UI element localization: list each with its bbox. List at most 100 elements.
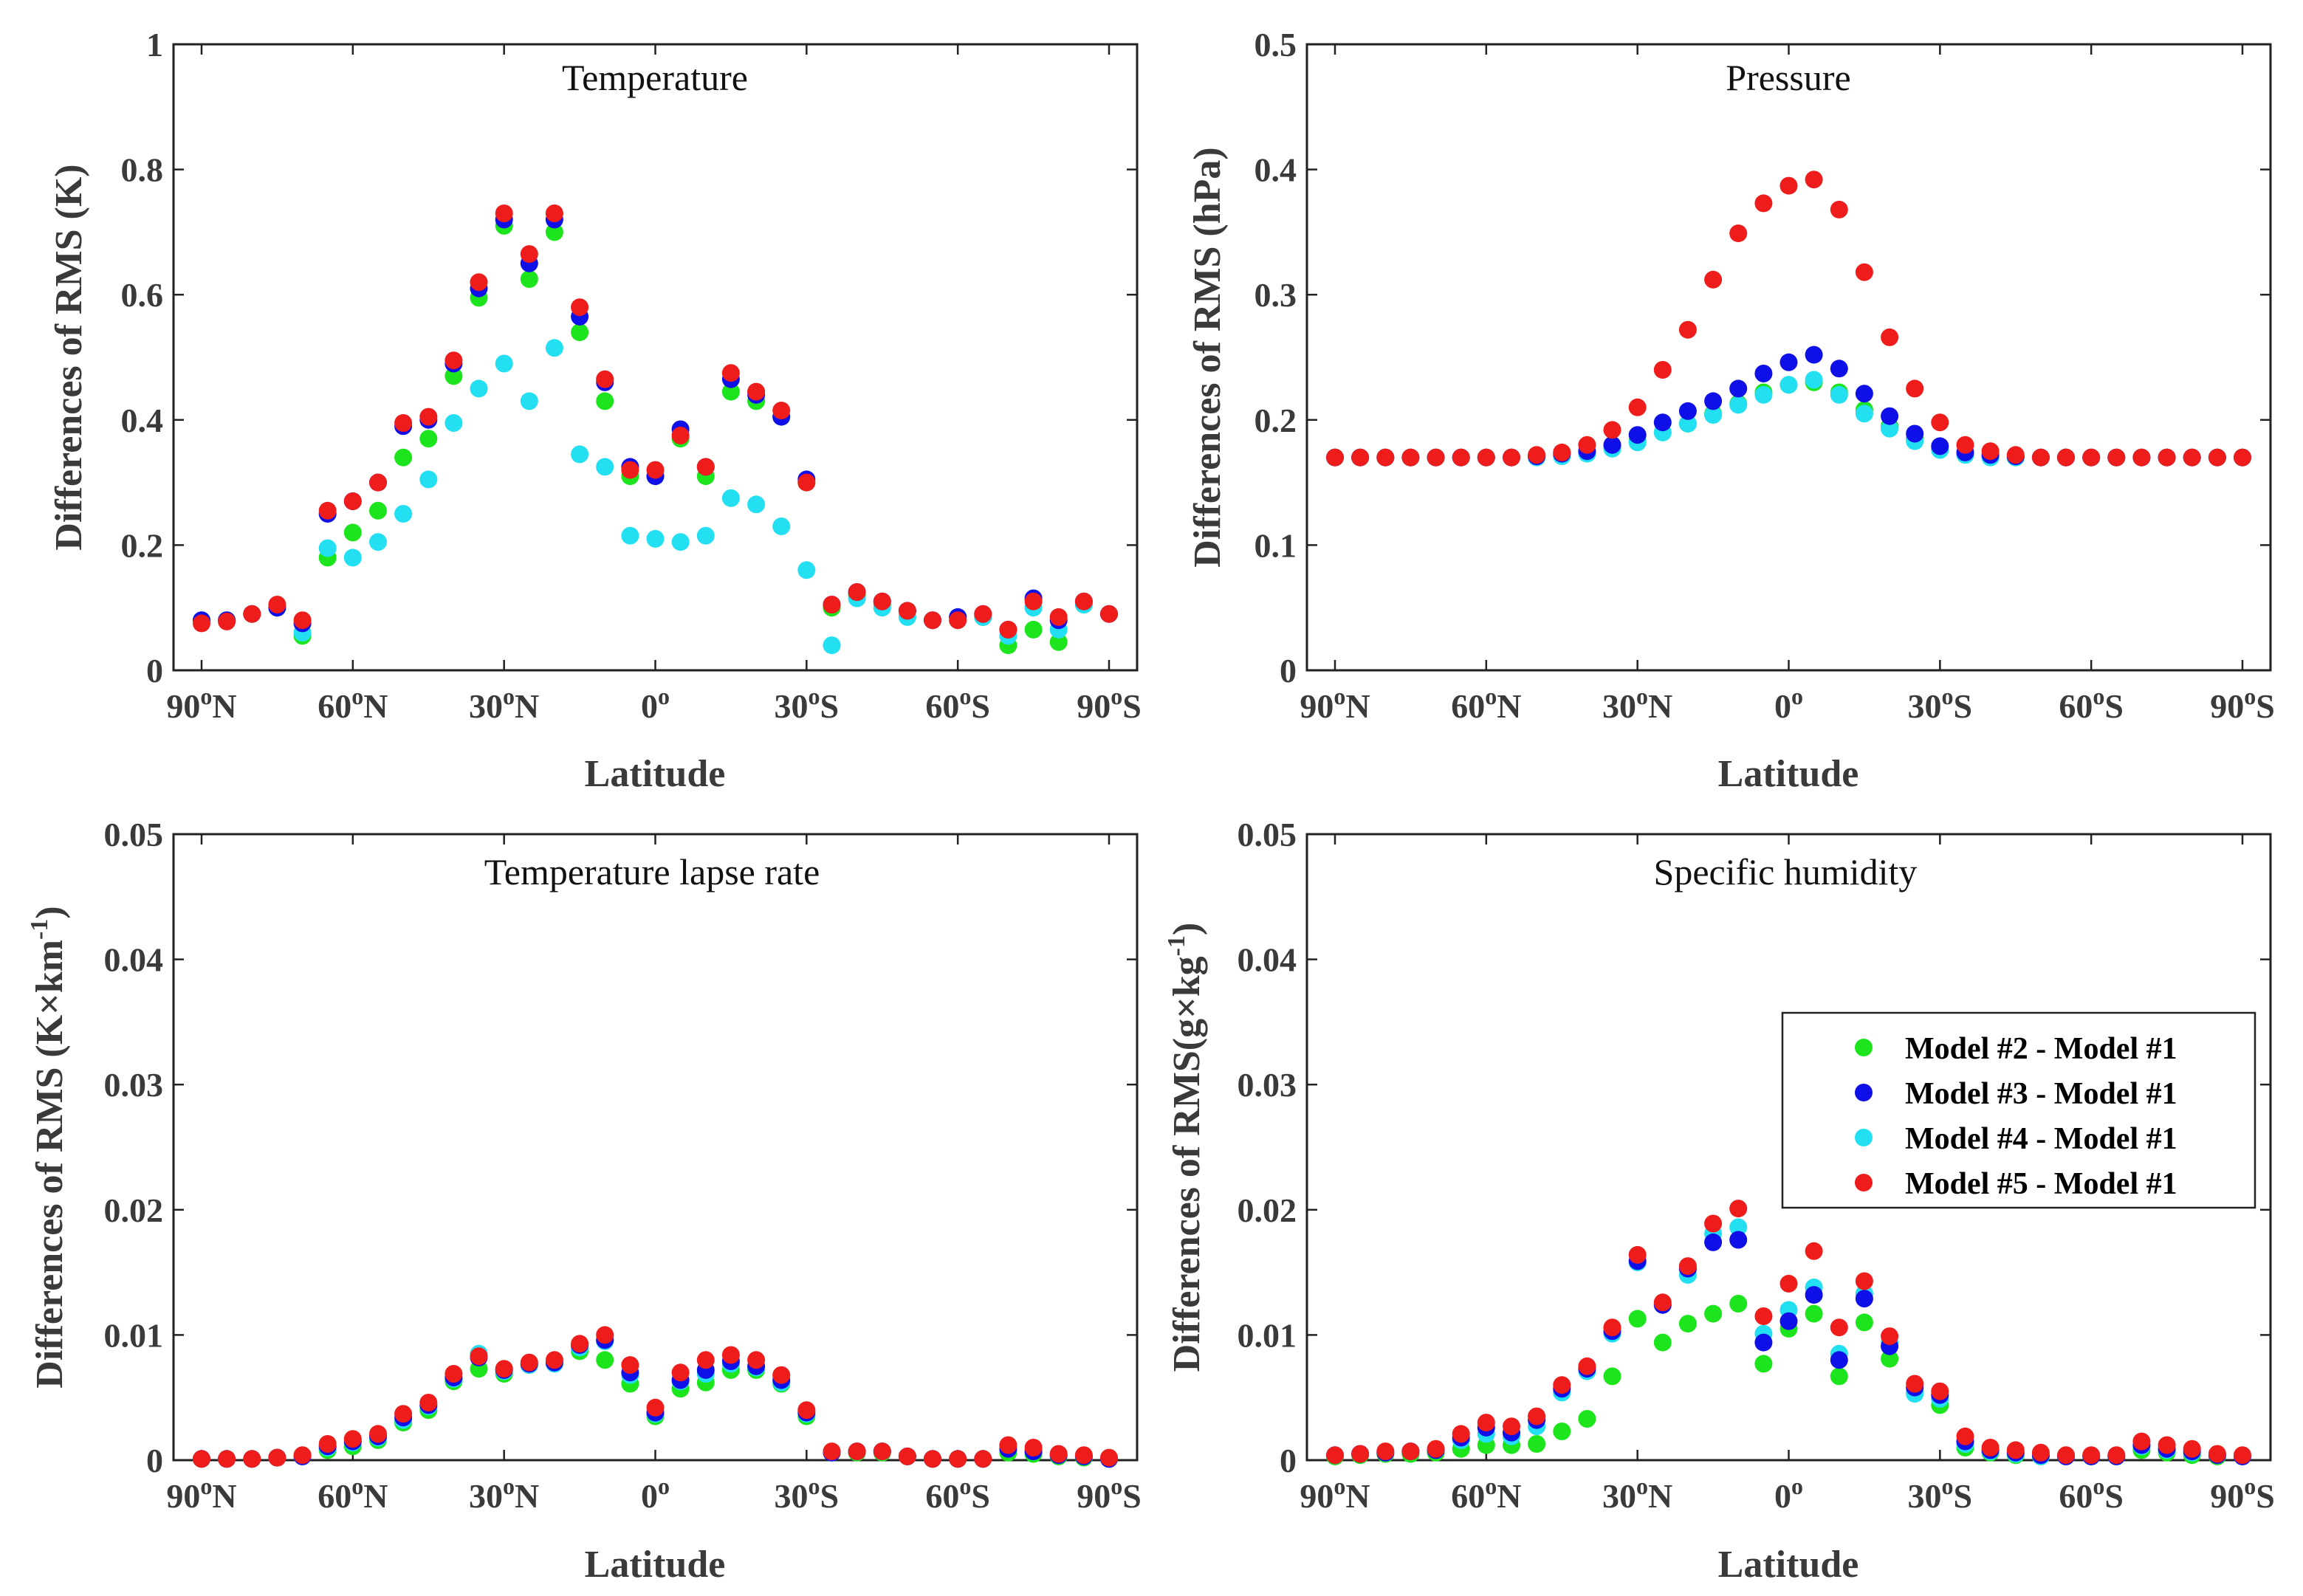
legend: Model #2 - Model #1 Model #3 - Model #1 … xyxy=(1781,1011,2256,1209)
panel-temperature: Temperature Latitude Differences of RMS … xyxy=(48,26,1142,795)
x-tick-degree-mark: o xyxy=(1791,1473,1803,1499)
x-tick-label: 30oS xyxy=(775,683,840,725)
x-tick-label: 90oN xyxy=(1300,1473,1370,1515)
data-point-model5 xyxy=(1326,1446,1344,1465)
data-point-model5 xyxy=(218,612,236,630)
data-point-model5 xyxy=(369,473,387,492)
data-point-model3 xyxy=(1830,1351,1848,1369)
data-point-model5 xyxy=(721,364,740,382)
data-point-model5 xyxy=(949,1450,967,1468)
data-point-model5 xyxy=(1931,413,1949,432)
data-point-model2 xyxy=(596,392,614,410)
data-point-model3 xyxy=(1729,1231,1748,1249)
x-tick-degrees: 90 xyxy=(1300,687,1334,725)
x-tick-label: 30oN xyxy=(1602,683,1672,725)
x-tick-degrees: 30 xyxy=(1602,687,1636,725)
data-point-model3 xyxy=(1855,385,1873,403)
x-tick-hemisphere: N xyxy=(1497,687,1521,725)
data-point-model5 xyxy=(343,1430,362,1448)
data-point-model2 xyxy=(1628,1310,1647,1328)
data-point-model5 xyxy=(1805,171,1823,189)
x-tick-degrees: 30 xyxy=(1908,687,1942,725)
x-tick-degree-mark: o xyxy=(1334,683,1345,709)
data-point-model5 xyxy=(545,1351,563,1369)
data-point-model5 xyxy=(1704,270,1723,289)
x-tick-label: 60oS xyxy=(925,683,990,725)
data-point-model5 xyxy=(621,461,639,479)
data-point-model5 xyxy=(293,611,312,630)
data-point-model5 xyxy=(1477,448,1495,467)
x-tick-hemisphere: N xyxy=(1345,687,1370,725)
x-tick-hemisphere: S xyxy=(820,687,840,725)
data-point-model5 xyxy=(445,351,463,370)
x-tick-degree-mark: o xyxy=(959,683,971,709)
data-point-model5 xyxy=(1881,328,1899,346)
x-tick-label: 60oS xyxy=(2059,683,2124,725)
data-point-model3 xyxy=(1805,1286,1823,1304)
legend-marker-model4 xyxy=(1855,1129,1873,1146)
data-point-model5 xyxy=(2234,448,2251,467)
y-tick-label: 0.01 xyxy=(104,1316,164,1354)
x-tick-hemisphere: N xyxy=(515,687,539,725)
x-tick-label: 90oN xyxy=(166,683,236,725)
y-tick-label: 0 xyxy=(1280,1442,1297,1479)
x-axis-ticks-pressure: 90oN 60oN 30oN 0o 30oS 60oS 90oS xyxy=(1300,44,2275,725)
x-tick-degree-mark: o xyxy=(200,683,212,709)
x-tick-label: 90oN xyxy=(166,1473,236,1515)
data-point-model5 xyxy=(1779,176,1798,195)
x-tick-degree-mark: o xyxy=(2093,1473,2104,1499)
data-point-model3 xyxy=(1704,392,1723,410)
data-point-model3 xyxy=(1729,379,1748,398)
y-tick-label: 0.3 xyxy=(1255,276,1297,314)
data-point-model5 xyxy=(2082,1446,2101,1465)
x-tick-degree-mark: o xyxy=(2244,1473,2256,1499)
y-tick-label: 0.4 xyxy=(1255,151,1297,189)
data-point-model5 xyxy=(671,427,690,444)
y-tick-label: 0.05 xyxy=(104,816,164,853)
data-point-model5 xyxy=(949,611,967,630)
data-point-model3 xyxy=(1805,345,1823,364)
data-point-model5 xyxy=(571,1335,589,1353)
x-tick-label: 30oS xyxy=(1908,683,1973,725)
x-tick-hemisphere: N xyxy=(515,1477,539,1515)
data-point-model3 xyxy=(1628,426,1647,444)
data-point-model5 xyxy=(848,583,866,601)
data-point-model5 xyxy=(218,1450,236,1468)
data-point-model4 xyxy=(646,529,665,548)
data-point-model5 xyxy=(1503,448,1520,467)
data-point-model5 xyxy=(1855,1272,1873,1290)
x-tick-degree-mark: o xyxy=(1485,1473,1497,1499)
data-point-model5 xyxy=(1351,1445,1370,1463)
data-point-model3 xyxy=(1653,413,1672,432)
data-point-model2 xyxy=(571,323,589,342)
data-point-model5 xyxy=(1376,448,1395,467)
data-point-model2 xyxy=(1729,1295,1748,1313)
data-point-model5 xyxy=(394,414,413,432)
x-tick-label: 90oS xyxy=(1077,1473,1142,1515)
y-axis-ticks-temperature: 0 0.2 0.4 0.6 0.8 1 xyxy=(121,26,1137,689)
data-point-model5 xyxy=(470,1347,488,1366)
data-point-model5 xyxy=(924,611,941,630)
x-tick-degree-mark: o xyxy=(1791,683,1803,709)
x-tick-degrees: 90 xyxy=(1077,687,1111,725)
data-point-model4 xyxy=(1729,1218,1748,1236)
x-tick-label: 30oS xyxy=(775,1473,840,1515)
data-point-model3 xyxy=(1855,1290,1873,1308)
data-points-temperature xyxy=(193,204,1118,655)
data-point-model2 xyxy=(1855,1313,1873,1332)
data-point-model5 xyxy=(1049,1445,1068,1463)
legend-label-model4: Model #4 - Model #1 xyxy=(1905,1122,2177,1156)
legend-item-model2: Model #2 - Model #1 xyxy=(1855,1032,2177,1066)
data-point-model5 xyxy=(1981,442,2000,461)
panel-lapse-rate: Temperature lapse rate Latitude Differen… xyxy=(26,816,1142,1586)
data-point-model5 xyxy=(671,1363,690,1382)
y-axis-label-superscript: -1 xyxy=(26,919,53,940)
data-point-model5 xyxy=(1881,1327,1899,1346)
x-tick-degree-mark: o xyxy=(503,1473,515,1499)
data-point-model5 xyxy=(1830,200,1848,219)
data-point-model4 xyxy=(343,548,362,567)
data-point-model5 xyxy=(1603,421,1621,439)
x-tick-degree-mark: o xyxy=(1111,683,1122,709)
data-point-model4 xyxy=(721,489,740,507)
data-point-model4 xyxy=(495,354,513,373)
